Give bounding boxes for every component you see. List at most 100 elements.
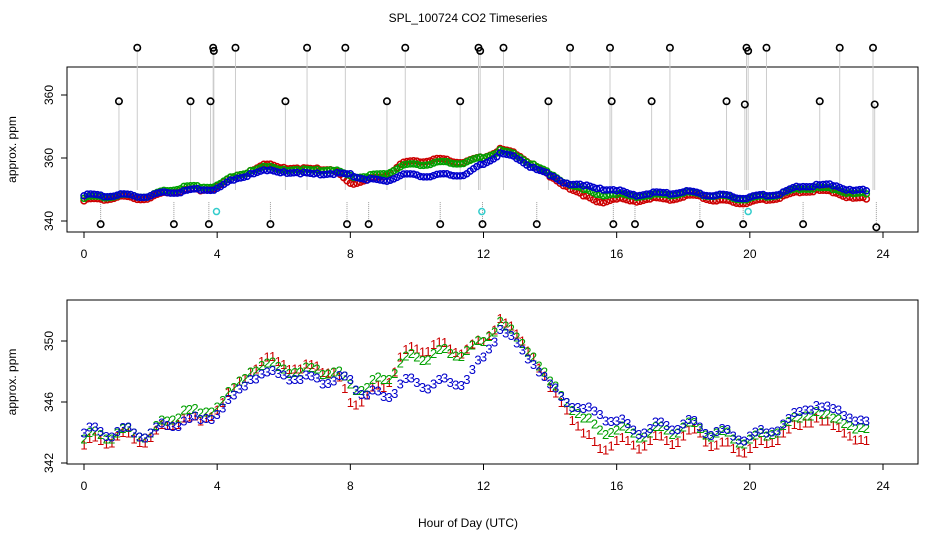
series-1-point: 1 [469,337,476,352]
outlier-point [722,97,731,106]
series-3-point: 3 [624,416,631,431]
series-2-point [446,159,454,167]
series-3-point [206,186,215,195]
series-1-point: 1 [130,432,137,447]
series-1-point: 1 [530,349,537,364]
series-1-point: 1 [175,417,182,432]
series-1-point: 1 [785,422,792,437]
series-2-point: 2 [158,413,165,428]
series-3-point [426,172,434,181]
series-1-point: 1 [480,334,487,349]
series-2-point: 2 [202,405,209,420]
outlier-point [870,100,879,109]
series-3-point: 3 [613,413,620,428]
series-1-point: 1 [519,334,526,349]
series-2-point: 2 [630,426,637,441]
series-2-point: 2 [524,345,531,360]
series-3-point [270,167,278,175]
series-3-point: 3 [763,426,770,441]
series-3-point: 3 [730,429,737,444]
series-2-point: 2 [785,414,792,429]
series-3-point: 3 [718,421,725,436]
series-3-point [153,189,161,197]
series-3-point [639,191,648,199]
series-1-point [592,197,601,206]
series-1-point: 1 [363,387,370,402]
series-1-point: 1 [341,381,348,396]
series-2-point: 2 [435,342,442,357]
series-3-point: 3 [408,370,415,385]
series-3-point: 3 [380,389,387,404]
series-1-point: 1 [630,438,637,453]
series-1-point: 1 [147,430,154,445]
series-3-point: 3 [508,328,515,343]
series-1-point: 1 [646,433,653,448]
series-2-point: 2 [374,370,381,385]
series-3-point [582,181,591,189]
series-3-point [572,180,581,189]
series-2-point: 2 [813,404,820,419]
series-3-point: 3 [286,373,293,388]
series-2-point: 2 [691,415,698,430]
series-3-point [439,169,448,178]
series-1-point: 1 [796,418,803,433]
outlier-point [695,220,704,229]
series-2-point: 2 [674,425,681,440]
series-3-point: 3 [608,414,615,429]
series-3-point [343,170,351,178]
series-2-point: 2 [519,336,526,351]
series-3-point: 3 [785,411,792,426]
series-2-point: 2 [535,359,542,374]
series-3-point: 3 [252,371,259,386]
series-2-point: 2 [363,380,370,395]
series-1-point: 1 [602,443,609,458]
series-3-point [526,163,534,171]
series-3-point [659,188,668,197]
series-1-point: 1 [86,431,93,446]
series-1-point: 1 [580,426,587,441]
series-2-point: 2 [86,425,93,440]
outlier-point [630,220,639,229]
series-3-point: 3 [80,426,87,441]
series-3-point [719,190,727,199]
series-1-point: 1 [635,441,642,456]
outlier-point [209,46,218,55]
series-2-point: 2 [641,430,648,445]
series-2-point: 2 [452,348,459,363]
series-1-point: 1 [846,429,853,444]
series-3-point [93,190,102,199]
series-1-point: 1 [863,433,870,448]
series-3-point [496,149,504,157]
series-2-point: 2 [108,431,115,446]
series-2-point: 2 [441,341,448,356]
series-2-point: 2 [469,338,476,353]
series-3-point: 3 [780,416,787,431]
series-3-point: 3 [441,371,448,386]
series-1-point: 1 [263,349,270,364]
series-3-point [679,188,687,196]
series-3-point: 3 [757,422,764,437]
series-3-point [236,174,245,182]
series-2-point: 2 [513,329,520,344]
series-3-point [406,170,415,178]
series-2-point: 2 [480,334,487,349]
series-2-point: 2 [402,348,409,363]
series-3-point: 3 [591,403,598,418]
series-2-point [456,160,464,168]
series-3-point: 3 [347,372,354,387]
series-1-point: 1 [330,365,337,380]
series-3-point: 3 [580,401,587,416]
series-3-point: 3 [164,418,171,433]
series-1-point: 1 [202,411,209,426]
series-3-point [589,183,598,192]
series-1-point: 1 [114,429,121,444]
series-3-point: 3 [191,409,198,424]
series-3-point [266,166,275,174]
outlier-point [382,97,391,106]
series-1-point: 1 [718,434,725,449]
series-3-point [749,192,757,200]
series-3-point: 3 [841,408,848,423]
series-3-point: 3 [846,410,853,425]
series-3-point: 3 [363,387,370,402]
panel-top-spike-lines [100,47,877,228]
